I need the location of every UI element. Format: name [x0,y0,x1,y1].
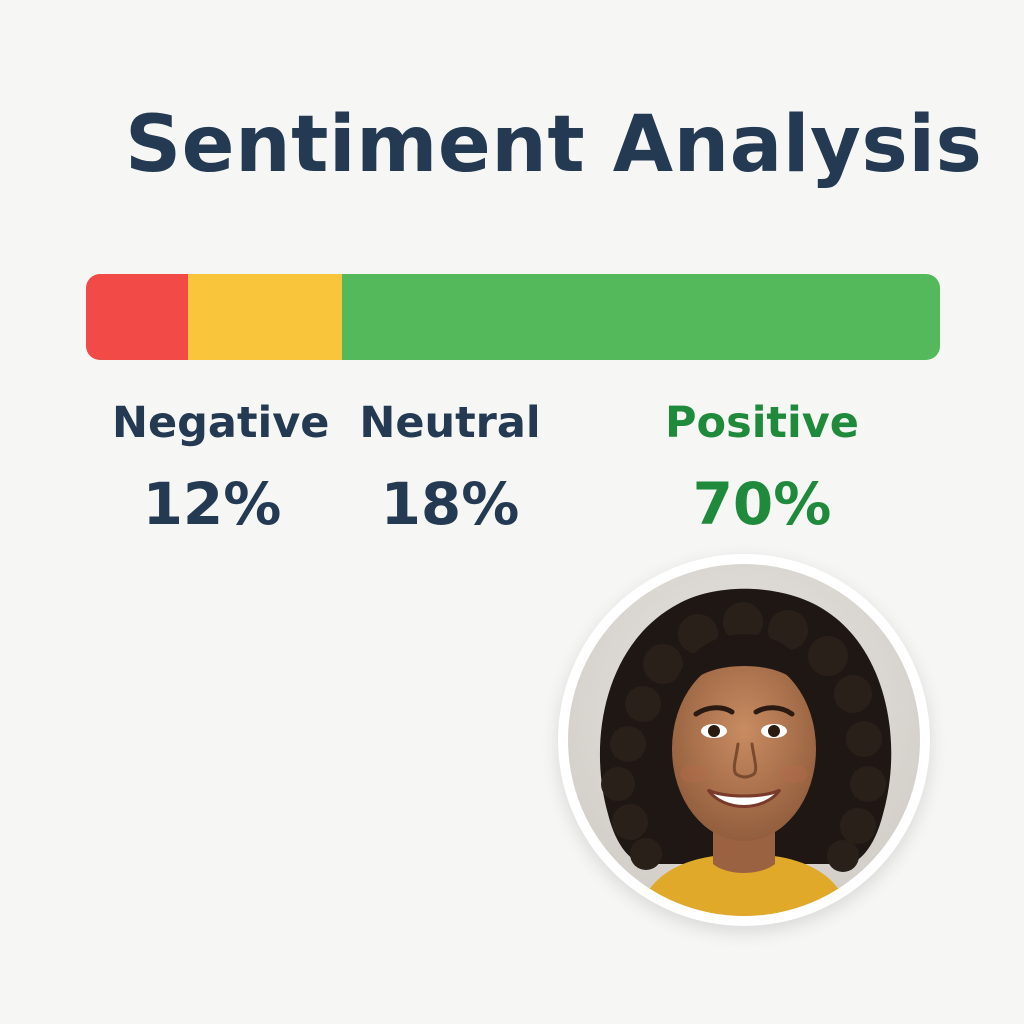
positive-segment [342,274,940,360]
negative-legend: Negative 12% [112,398,330,538]
page-title: Sentiment Analysis [125,100,983,190]
neutral-segment [188,274,343,360]
neutral-value: 18% [380,470,520,538]
negative-segment [86,274,189,360]
avatar [558,554,930,926]
negative-value: 12% [142,470,282,538]
positive-value: 70% [692,470,832,538]
positive-legend: Positive 70% [662,398,862,538]
neutral-label: Neutral [359,398,541,448]
positive-label: Positive [665,398,859,448]
sentiment-bar [86,274,940,360]
user-portrait-icon [568,564,920,916]
negative-label: Negative [112,398,330,448]
neutral-legend: Neutral 18% [350,398,550,538]
